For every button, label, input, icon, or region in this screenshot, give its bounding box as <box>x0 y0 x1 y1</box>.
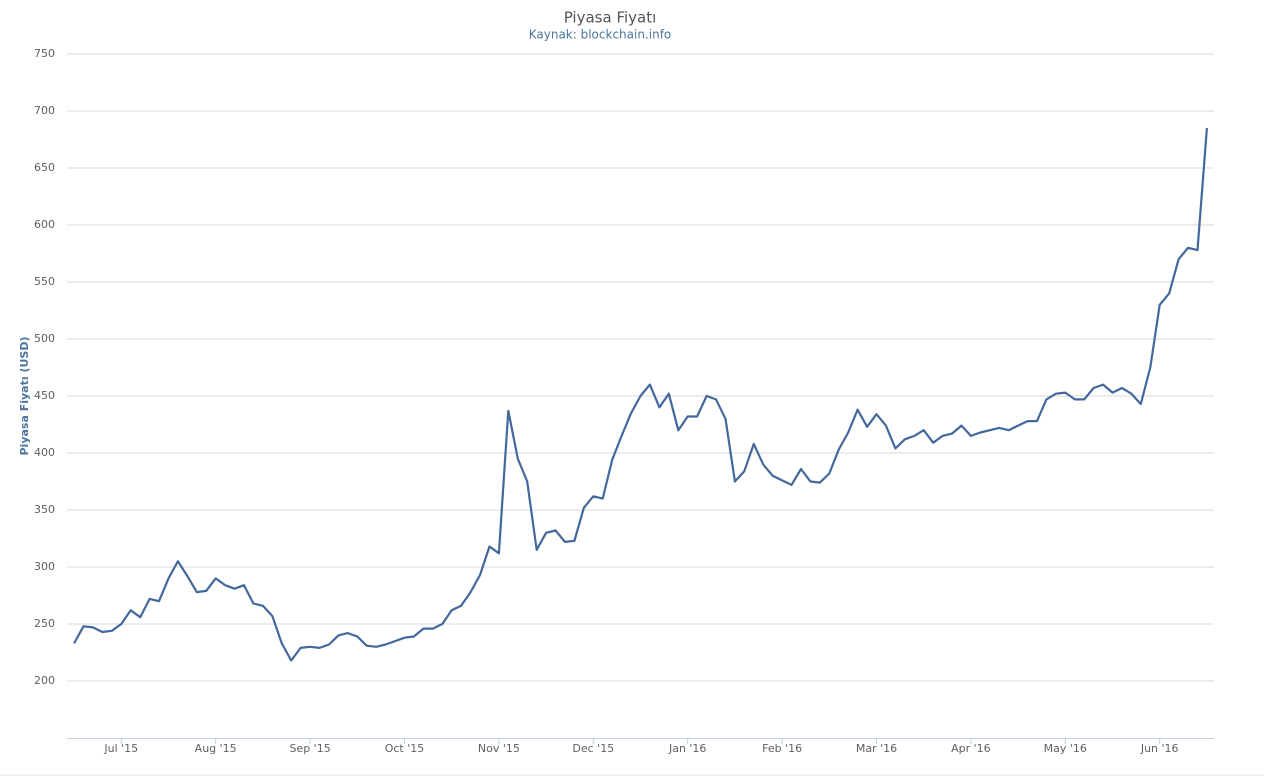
y-tick-label: 550 <box>34 275 55 288</box>
x-tick-label: Sep '15 <box>289 742 330 755</box>
y-tick-label: 700 <box>34 104 55 117</box>
price-line <box>73 128 1208 662</box>
chart-title: Piyasa Fiyatı <box>564 9 657 27</box>
x-tick-label: Mar '16 <box>856 742 897 755</box>
x-tick-label: Nov '15 <box>478 742 520 755</box>
y-tick-label: 250 <box>34 617 55 630</box>
y-tick-label: 750 <box>34 47 55 60</box>
x-tick-label: May '16 <box>1044 742 1087 755</box>
y-tick-label: 400 <box>34 446 55 459</box>
y-tick-label: 500 <box>34 332 55 345</box>
y-tick-label: 600 <box>34 218 55 231</box>
chart-subtitle: Kaynak: blockchain.info <box>529 28 672 42</box>
x-tick-label: Aug '15 <box>195 742 237 755</box>
x-tick-label: Feb '16 <box>762 742 802 755</box>
x-tick-label: Apr '16 <box>951 742 991 755</box>
x-tick-label: Dec '15 <box>572 742 614 755</box>
y-tick-label: 650 <box>34 161 55 174</box>
y-tick-label: 200 <box>34 674 55 687</box>
x-tick-label: Jul '15 <box>103 742 138 755</box>
x-tick-label: Jan '16 <box>668 742 706 755</box>
y-tick-label: 450 <box>34 389 55 402</box>
y-tick-label: 350 <box>34 503 55 516</box>
x-tick-label: Jun '16 <box>1140 742 1179 755</box>
x-tick-label: Oct '15 <box>385 742 425 755</box>
y-tick-label: 300 <box>34 560 55 573</box>
y-axis-label: Piyasa Fiyatı (USD) <box>18 336 31 455</box>
